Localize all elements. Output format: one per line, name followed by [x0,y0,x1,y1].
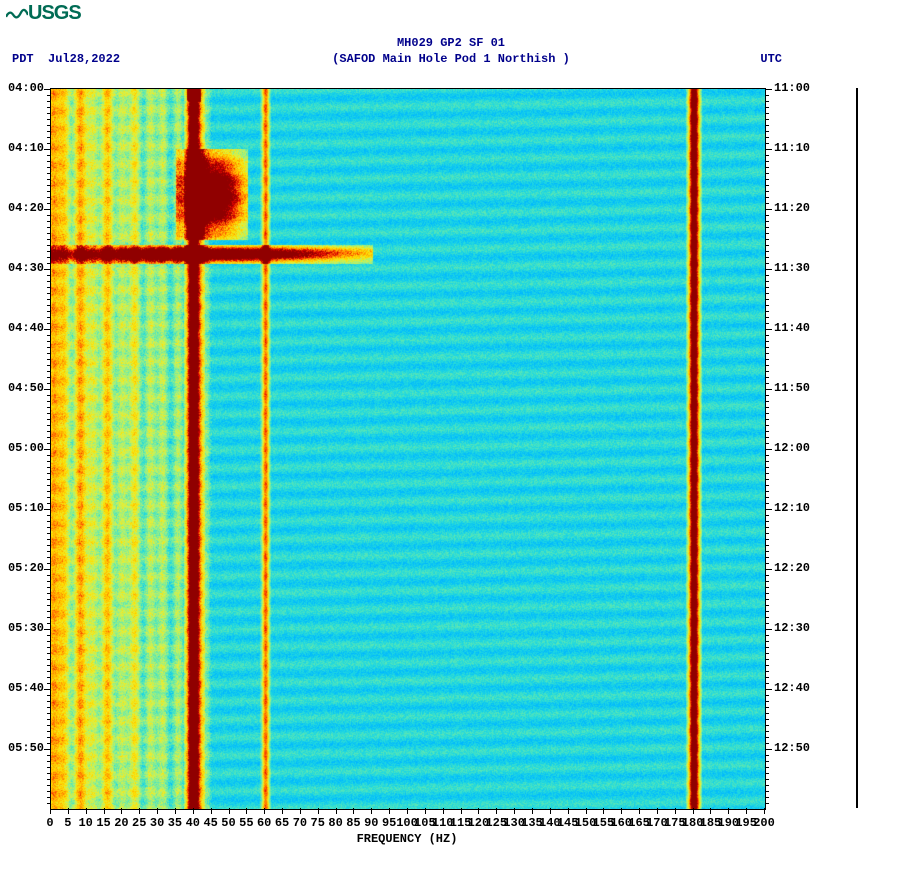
ytick-label: 11:10 [774,141,810,155]
xtick-label: 40 [186,816,200,830]
plot-title: MH029 GP2 SF 01 [0,36,902,52]
xtick-label: 30 [150,816,164,830]
logo-text: USGS [28,2,81,24]
ytick-label: 05:10 [8,501,44,515]
header-date: Jul28,2022 [48,52,120,66]
ytick-label: 11:20 [774,201,810,215]
ytick-label: 04:40 [8,321,44,335]
tz-right-label: UTC [760,52,782,66]
xtick-label: 85 [346,816,360,830]
y-axis-left-pdt: 04:0004:1004:2004:3004:4004:5005:0005:10… [0,88,48,808]
xtick-label: 5 [64,816,71,830]
xtick-label: 65 [275,816,289,830]
ytick-label: 11:00 [774,81,810,95]
xtick-label: 70 [293,816,307,830]
xtick-label: 90 [364,816,378,830]
ytick-label: 04:10 [8,141,44,155]
xtick-label: 20 [114,816,128,830]
colorbar-scale [856,88,858,808]
xtick-label: 10 [78,816,92,830]
spectrogram-plot [50,88,766,810]
xtick-label: 15 [96,816,110,830]
x-axis-label: FREQUENCY (HZ) [50,832,764,846]
ytick-label: 11:30 [774,261,810,275]
ytick-label: 11:50 [774,381,810,395]
tz-left-label: PDT [12,52,34,66]
ytick-label: 12:50 [774,741,810,755]
usgs-logo: USGS [6,2,81,25]
ytick-label: 12:00 [774,441,810,455]
ytick-label: 05:00 [8,441,44,455]
ytick-label: 04:20 [8,201,44,215]
xtick-label: 45 [203,816,217,830]
ytick-label: 12:30 [774,621,810,635]
ytick-label: 04:30 [8,261,44,275]
timezone-right: UTC [760,52,782,66]
ytick-label: 04:00 [8,81,44,95]
ytick-label: 05:50 [8,741,44,755]
xtick-label: 0 [46,816,53,830]
ytick-label: 05:40 [8,681,44,695]
ytick-label: 04:50 [8,381,44,395]
ytick-label: 11:40 [774,321,810,335]
spectrogram-canvas [51,89,765,809]
ytick-label: 12:40 [774,681,810,695]
ytick-label: 12:10 [774,501,810,515]
xtick-label: 95 [382,816,396,830]
xtick-label: 50 [221,816,235,830]
xtick-label: 80 [328,816,342,830]
y-axis-right-utc: 11:0011:1011:2011:3011:4011:5012:0012:10… [768,88,828,808]
ytick-label: 05:20 [8,561,44,575]
xtick-label: 200 [753,816,775,830]
ytick-label: 12:20 [774,561,810,575]
ytick-label: 05:30 [8,621,44,635]
xtick-label: 55 [239,816,253,830]
xtick-label: 60 [257,816,271,830]
xtick-label: 75 [311,816,325,830]
timezone-left: PDT Jul28,2022 [12,52,120,66]
usgs-wave-icon [6,4,28,24]
xtick-label: 25 [132,816,146,830]
xtick-label: 35 [168,816,182,830]
